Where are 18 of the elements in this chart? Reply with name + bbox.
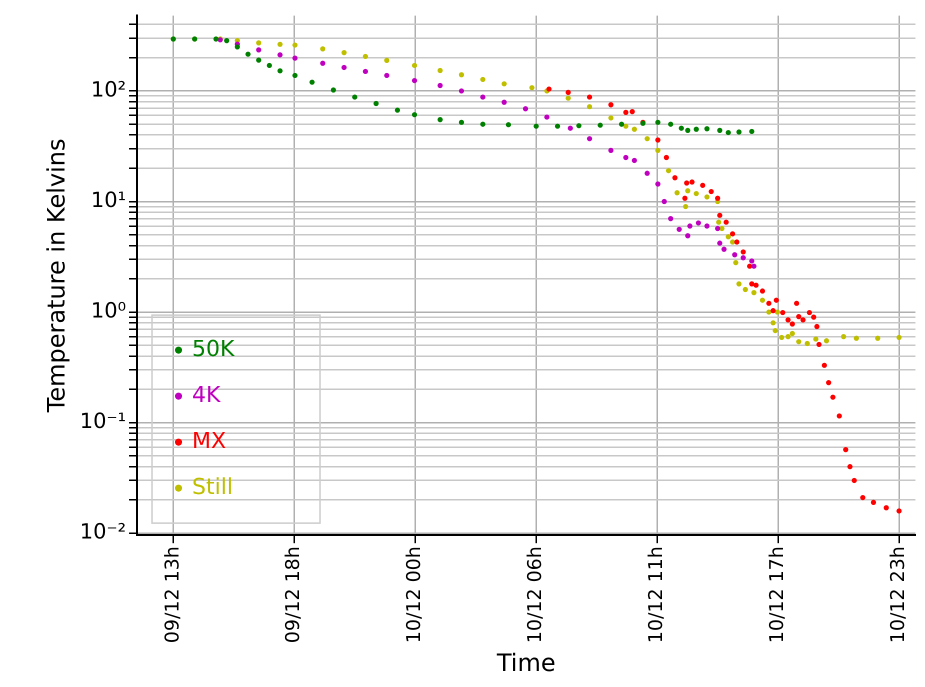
y-axis-title: Temperature in Kelvins: [42, 138, 71, 414]
y-tick-label: 10¹: [90, 188, 126, 212]
y-tick-label: 10⁻¹: [80, 409, 126, 434]
legend-label: Still: [192, 474, 233, 500]
x-tick-label: 10/12 00h: [403, 546, 426, 644]
legend-label: MX: [192, 428, 226, 454]
x-axis-title: Time: [496, 648, 556, 677]
legend-label: 4K: [192, 382, 222, 408]
x-tick-label: 10/12 11h: [645, 546, 668, 644]
x-tick-label: 09/12 18h: [282, 546, 304, 644]
y-tick-label: 10²: [90, 77, 126, 102]
x-tick-label: 09/12 13h: [161, 546, 184, 644]
legend-label: 50K: [192, 336, 236, 362]
y-tick-label: 10⁻²: [80, 520, 126, 544]
x-tick-label: 10/12 06h: [524, 546, 546, 644]
x-tick-label: 10/12 23h: [887, 546, 910, 644]
x-tick-label: 10/12 17h: [766, 546, 788, 644]
y-tick-label: 10⁰: [90, 298, 126, 323]
